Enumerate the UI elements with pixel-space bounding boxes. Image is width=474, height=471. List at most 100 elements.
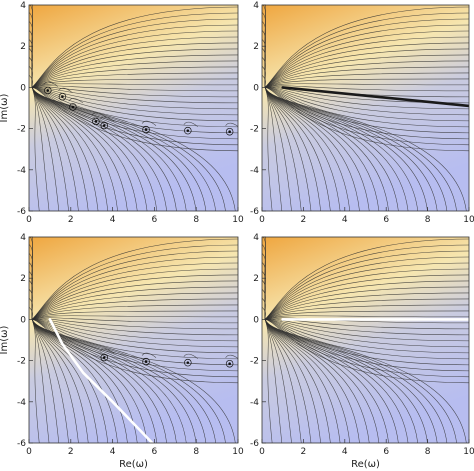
- pole-marker: [184, 126, 192, 135]
- x-axis-title: Re(ω): [119, 459, 148, 470]
- contour-line: [31, 319, 40, 443]
- contour-line: [31, 42, 238, 88]
- pole-loop: [43, 81, 58, 87]
- pole-center: [46, 89, 50, 92]
- contour-line: [264, 87, 457, 211]
- contour-line: [31, 5, 33, 88]
- pole-center: [228, 130, 231, 133]
- contour-line: [31, 319, 118, 443]
- contour-line: [31, 237, 33, 320]
- pole-marker: [225, 127, 234, 136]
- x-tick-label: 10: [463, 215, 474, 225]
- contour-line: [32, 86, 238, 98]
- contour-line: [264, 286, 469, 320]
- pole-marker: [44, 86, 52, 95]
- y-axis-title: Im(ω): [0, 325, 10, 354]
- contour-line: [32, 86, 238, 110]
- contour-line: [32, 315, 238, 320]
- pole-loop: [58, 87, 73, 93]
- y-tick-label: 4: [20, 1, 26, 11]
- contour-line: [32, 318, 238, 330]
- y-tick-label: 0: [20, 315, 26, 325]
- contour-line: [32, 87, 238, 116]
- contour-line: [31, 87, 197, 211]
- contour-line: [31, 238, 238, 320]
- contour-line: [31, 319, 197, 443]
- y-tick-label: 0: [253, 83, 259, 93]
- contour-line: [31, 48, 238, 88]
- contour-line: [264, 237, 266, 320]
- y-tick-label: 2: [253, 42, 259, 52]
- contour-line: [264, 304, 469, 320]
- contour-line: [264, 48, 469, 88]
- contour-line: [31, 6, 238, 88]
- contour-line: [264, 292, 469, 320]
- contour-line: [264, 268, 469, 320]
- x-tick-label: 2: [68, 215, 74, 225]
- contour-line: [264, 319, 438, 443]
- y-tick-label: -2: [17, 357, 26, 367]
- contour-line: [32, 319, 238, 372]
- contour-line: [264, 30, 469, 88]
- pole-center: [102, 356, 106, 359]
- pole-marker: [100, 121, 108, 130]
- contour-line: [32, 319, 238, 360]
- contour-line: [264, 12, 469, 88]
- pole-marker: [225, 359, 234, 368]
- contour-line: [31, 319, 60, 443]
- pole-loop: [100, 348, 115, 354]
- contour-line: [32, 60, 238, 88]
- pole-center: [144, 128, 148, 131]
- contour-line: [31, 30, 238, 88]
- x-tick-label: 4: [342, 447, 348, 457]
- contour-line: [264, 72, 469, 88]
- pole-loop: [141, 120, 157, 126]
- contour-line: [31, 87, 50, 211]
- y-tick-label: 2: [20, 274, 26, 284]
- contour-line: [264, 5, 266, 88]
- contour-line: [31, 319, 69, 443]
- x-tick-label: 8: [425, 447, 431, 457]
- contour-line: [31, 87, 60, 211]
- contour-line: [264, 87, 341, 211]
- contour-line: [31, 87, 138, 211]
- contour-line: [31, 18, 238, 88]
- contour-line: [264, 87, 273, 211]
- contour-line: [31, 256, 238, 320]
- contour-lines: [29, 5, 238, 211]
- x-tick-label: 2: [301, 215, 307, 225]
- y-axis-title: Im(ω): [0, 93, 10, 122]
- contour-line: [264, 24, 469, 88]
- y-tick-label: -2: [250, 125, 259, 135]
- contour-line: [32, 318, 238, 342]
- contour-line: [32, 298, 238, 320]
- contour-line: [264, 6, 469, 88]
- contour-line: [32, 318, 238, 336]
- contour-line: [32, 85, 238, 92]
- contour-line: [264, 256, 469, 320]
- contour-line: [32, 319, 238, 354]
- contour-line: [32, 319, 238, 378]
- contour-line: [264, 319, 351, 443]
- pole-center: [186, 129, 190, 132]
- branch-cut: [281, 86, 469, 108]
- contour-line: [32, 319, 238, 384]
- y-tick-label: 0: [253, 315, 259, 325]
- x-tick-label: 4: [110, 447, 116, 457]
- contour-line: [31, 36, 238, 88]
- x-tick-label: 10: [232, 215, 244, 225]
- contour-line: [265, 83, 469, 88]
- contour-line: [264, 244, 469, 320]
- pole-center: [61, 95, 64, 98]
- contour-line: [31, 87, 118, 211]
- pole-marker: [58, 92, 67, 101]
- contour-line: [31, 319, 207, 443]
- contour-line: [265, 319, 469, 354]
- contour-line: [31, 286, 238, 320]
- contour-line: [32, 78, 238, 88]
- x-axis-title: Re(ω): [351, 459, 380, 470]
- contour-line: [32, 310, 238, 320]
- y-tick-label: -6: [250, 439, 259, 449]
- contour-line: [265, 318, 469, 330]
- x-tick-label: 0: [26, 447, 32, 457]
